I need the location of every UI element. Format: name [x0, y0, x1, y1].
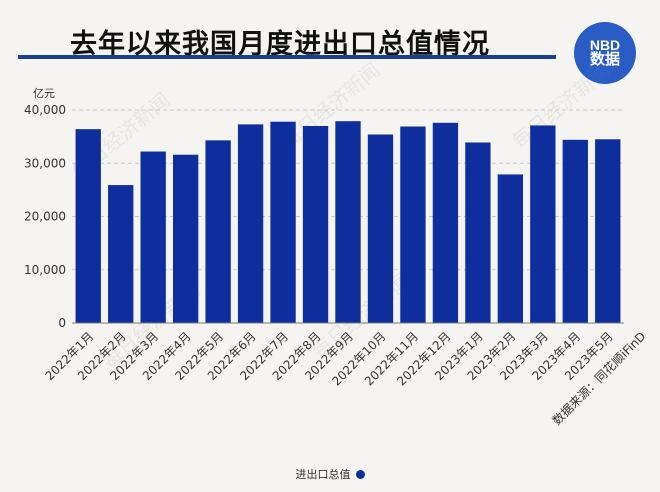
bar: [237, 124, 264, 323]
y-tick-label: 10,000: [24, 263, 66, 277]
y-tick-label: 40,000: [24, 103, 66, 117]
bar: [465, 142, 491, 323]
bar: [562, 139, 588, 323]
legend-swatch: [355, 470, 365, 479]
bar: [432, 122, 459, 323]
bar: [172, 154, 199, 323]
y-axis-unit: 亿元: [33, 87, 55, 100]
bar: [595, 139, 621, 323]
y-tick-label: 30,000: [24, 156, 66, 170]
bar: [497, 174, 524, 323]
title-underline: [18, 55, 556, 59]
logo-text-data: 数据: [589, 50, 620, 69]
bar: [75, 129, 101, 323]
legend: 进出口总值: [0, 466, 660, 482]
y-tick-label: 20,000: [24, 210, 66, 224]
bar: [400, 126, 426, 323]
bar: [140, 151, 166, 323]
chart-title: 去年以来我国月度进出口总值情况: [70, 29, 490, 60]
bar: [270, 121, 296, 323]
bar: [335, 121, 361, 324]
nbd-logo: NBD 数据: [574, 22, 636, 84]
bar: [108, 185, 134, 323]
logo-text-nbd: NBD: [589, 36, 621, 53]
y-tick-label: 0: [58, 316, 66, 330]
legend-label: 进出口总值: [295, 468, 351, 481]
bar: [205, 140, 231, 323]
bar: [530, 125, 556, 323]
bar: [302, 125, 329, 323]
bar: [367, 134, 394, 323]
